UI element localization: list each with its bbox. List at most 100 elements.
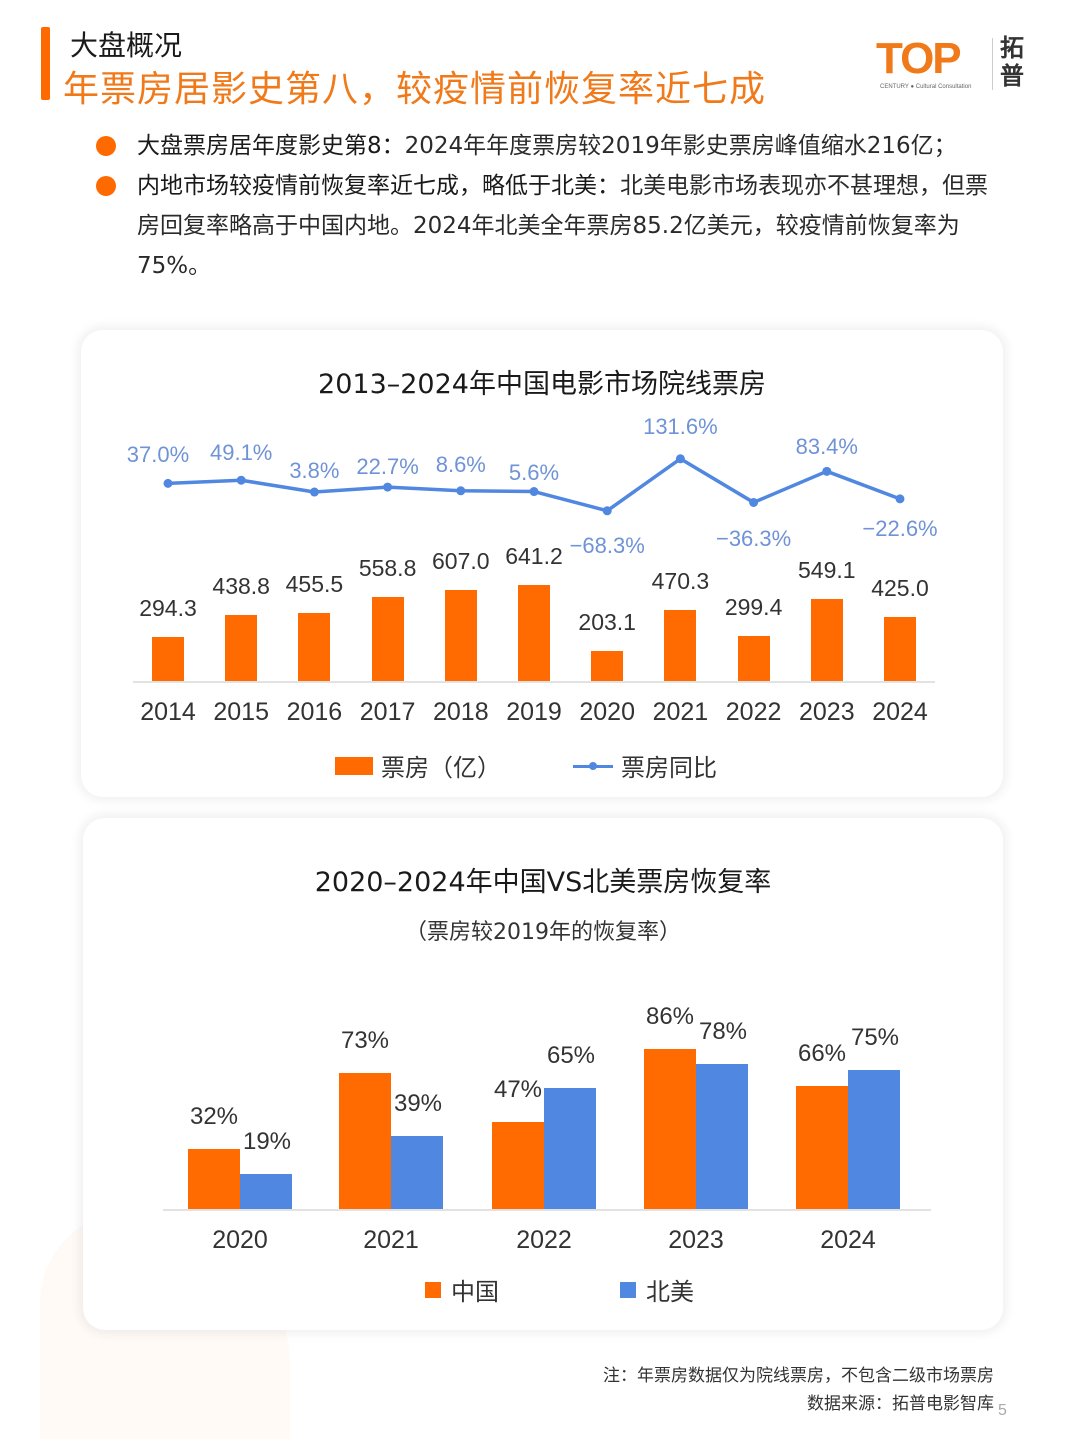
box-office-chart-card: 2013–2024年中国电影市场院线票房 294.3 2014 438.8 2015 4… [81, 330, 1003, 797]
bar-value-label: 558.8 [358, 555, 417, 582]
page-number: 5 [998, 1402, 1007, 1419]
legend-box-office: 票房（亿） [335, 748, 501, 783]
box-office-chart: 294.3 2014 438.8 2015 455.5 2016 558.8 2017 607.… [81, 330, 1003, 797]
bar-value-label: 203.1 [578, 608, 636, 635]
bar-north-america-value-label: 78% [698, 1017, 748, 1045]
bullet-dot-icon [96, 136, 116, 156]
bullet-item: 内地市场较疫情前恢复率近七成，略低于北美：北美电影市场表现亦不甚理想，但票房回复… [96, 166, 996, 286]
logo-divider [992, 38, 993, 90]
bar-north-america-value-label: 65% [546, 1042, 596, 1070]
title-accent-bar [41, 27, 50, 100]
bar-china [492, 1121, 544, 1209]
legend-label: 票房（亿） [381, 754, 501, 782]
recovery-rate-chart: 32% 19% 2020 73% 39% 2021 47% 65% 2022 86% 78% 2023… [83, 818, 1003, 1330]
x-axis-label: 2021 [363, 1226, 419, 1254]
bar-box-office [152, 636, 184, 681]
legend-label: 票房同比 [621, 754, 717, 782]
x-axis-label: 2024 [872, 698, 928, 726]
yoy-value-label: 22.7% [356, 454, 419, 479]
x-axis [133, 681, 935, 683]
bar-value-label: 607.0 [432, 547, 490, 574]
footnote-source: 数据来源：拓普电影智库 [807, 1394, 994, 1414]
yoy-value-label: 8.6% [435, 452, 486, 477]
bullet-lead: 大盘票房居年度影史第8： [137, 133, 405, 159]
bar-china-value-label: 73% [340, 1027, 390, 1055]
yoy-value-label: −36.3% [715, 526, 792, 551]
x-axis [163, 1209, 931, 1211]
legend-line-swatch-icon [573, 757, 613, 775]
legend-bar-swatch [335, 756, 373, 775]
yoy-value-label: 49.1% [209, 440, 273, 465]
bar-value-label: 438.8 [212, 573, 270, 600]
brand-logo: TOP CENTURY ● Cultural Consultation 拓普 [876, 34, 1036, 96]
bar-box-office [518, 584, 550, 681]
bar-china [644, 1049, 696, 1209]
bar-north-america [240, 1173, 292, 1209]
bar-box-office [591, 650, 624, 681]
section-label: 大盘概况 [70, 29, 183, 62]
bar-china [188, 1149, 240, 1209]
chart-title: 2013–2024年中国电影市场院线票房 [318, 369, 766, 400]
bar-box-office [884, 617, 916, 681]
bar-north-america [391, 1136, 443, 1209]
x-axis-label: 2023 [798, 698, 855, 726]
x-axis-label: 2023 [668, 1226, 724, 1254]
yoy-value-label: 37.0% [126, 442, 190, 467]
bar-china-value-label: 66% [797, 1040, 847, 1068]
bar-box-office [737, 636, 770, 681]
bar-value-label: 455.5 [285, 570, 344, 597]
logo-subtitle: CENTURY ● Cultural Consultation [880, 84, 972, 90]
bar-value-label: 294.3 [139, 594, 197, 621]
bar-box-office [664, 610, 697, 681]
bar-box-office [371, 597, 404, 681]
legend-china-swatch [425, 1281, 441, 1298]
bar-value-label: 470.3 [651, 568, 710, 595]
footnotes: 注：年票房数据仅为院线票房，不包含二级市场票房 数据来源：拓普电影智库 [603, 1362, 994, 1418]
yoy-value-label: 131.6% [643, 414, 718, 439]
bullet-text: 北美电影市场表现亦不甚理想，但票房回复率略高于中国内地。2024年北美全年票房8… [137, 173, 988, 279]
x-axis-label: 2021 [652, 698, 709, 726]
x-axis-label: 2016 [286, 698, 343, 726]
bar-north-america [848, 1069, 900, 1209]
yoy-value-label: 83.4% [795, 434, 858, 459]
yoy-value-label: −22.6% [862, 516, 938, 541]
legend-yoy: 票房同比 [573, 748, 717, 783]
legend-label: 中国 [451, 1278, 499, 1306]
bullet-dot-icon [96, 176, 116, 196]
recovery-rate-chart-card: TOP 2020–2024年中国VS北美票房恢复率 （票房较2019年的恢复率）… [83, 818, 1003, 1330]
x-axis-label: 2022 [516, 1226, 572, 1254]
x-axis-label: 2017 [359, 698, 416, 726]
chart-title: 2020–2024年中国VS北美票房恢复率 [314, 867, 772, 898]
bar-box-office [810, 598, 843, 681]
yoy-value-label: 5.6% [508, 460, 560, 485]
x-axis-label: 2018 [432, 698, 489, 726]
bar-box-office [225, 615, 258, 681]
bar-box-office [444, 589, 477, 681]
page-title: 年票房居影史第八，较疫情前恢复率近七成 [63, 69, 767, 110]
yoy-line [163, 454, 905, 516]
x-axis-label: 2020 [212, 1226, 268, 1254]
bar-china-value-label: 47% [493, 1075, 543, 1103]
summary-bullets: 大盘票房居年度影史第8：2024年年度票房较2019年影史票房峰值缩水216亿；… [96, 126, 996, 286]
bar-value-label: 425.0 [871, 575, 929, 602]
bar-china-value-label: 32% [189, 1103, 239, 1131]
legend-label: 北美 [646, 1278, 694, 1306]
bar-north-america [544, 1088, 596, 1209]
x-axis-label: 2022 [725, 698, 782, 726]
footnote-note: 注：年票房数据仅为院线票房，不包含二级市场票房 [603, 1366, 994, 1386]
bar-value-label: 299.4 [724, 594, 783, 621]
x-axis-label: 2024 [820, 1226, 876, 1254]
bar-value-label: 641.2 [505, 542, 563, 569]
x-axis-label: 2020 [579, 698, 635, 726]
bar-north-america-value-label: 75% [850, 1023, 900, 1051]
bullet-lead: 内地市场较疫情前恢复率近七成，略低于北美： [137, 173, 620, 199]
legend-na-swatch [620, 1281, 636, 1298]
legend-north-america: 北美 [620, 1272, 694, 1307]
bar-north-america [696, 1063, 748, 1209]
legend-china: 中国 [425, 1272, 499, 1307]
yoy-value-label: −68.3% [569, 533, 645, 558]
bar-china [339, 1073, 391, 1209]
bar-box-office [298, 612, 331, 681]
bar-north-america-value-label: 39% [393, 1090, 443, 1118]
bar-china [796, 1086, 848, 1209]
